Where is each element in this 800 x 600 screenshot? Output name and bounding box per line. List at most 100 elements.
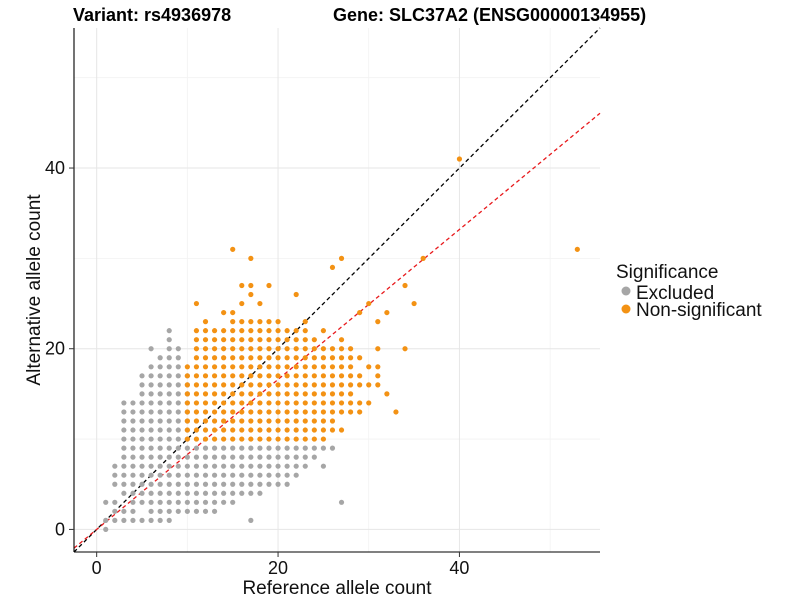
non-significant-point [211,355,218,361]
non-significant-point [348,355,354,361]
non-significant-point [221,337,227,343]
non-significant-point [230,337,236,343]
non-significant-point [257,391,263,397]
non-significant-point [239,418,245,424]
non-significant-point [266,373,272,379]
excluded-point [166,508,172,514]
non-significant-point [348,364,354,370]
non-significant-point [257,373,263,379]
non-significant-point [338,391,345,397]
excluded-point [148,373,154,379]
non-significant-point [320,346,326,352]
non-significant-point [266,436,272,442]
non-significant-point [293,427,299,433]
non-significant-point [320,382,326,388]
non-significant-point [211,373,218,379]
non-significant-point [302,337,308,343]
non-significant-point [311,364,317,370]
excluded-point [266,472,272,478]
non-significant-point [420,255,426,261]
non-significant-point [293,400,299,406]
excluded-point [193,445,200,451]
excluded-point [275,472,281,478]
non-significant-point [193,346,200,352]
non-significant-point [266,337,272,343]
excluded-point [157,373,163,379]
excluded-point [157,364,163,370]
excluded-point [248,481,254,487]
excluded-point [112,472,118,478]
excluded-point [148,490,154,496]
non-significant-point [311,373,317,379]
non-significant-point [193,364,200,370]
excluded-point [202,481,209,487]
excluded-point [121,517,127,523]
non-significant-point [257,346,263,352]
excluded-point [202,490,209,496]
excluded-point [302,463,308,469]
non-significant-point [221,382,227,388]
excluded-point [230,490,236,496]
excluded-point [121,400,127,406]
excluded-point [284,445,290,451]
non-significant-point [338,364,345,370]
non-significant-point [320,400,326,406]
excluded-point [166,346,172,352]
excluded-point [166,337,172,343]
non-significant-point [357,400,363,406]
non-significant-point [230,436,236,442]
non-significant-point [184,382,190,388]
excluded-point [184,499,190,505]
excluded-point [230,481,236,487]
excluded-point [121,418,127,424]
excluded-point [139,436,145,442]
legend-key-non-significant [621,304,631,314]
excluded-point [293,445,299,451]
non-significant-point [375,382,381,388]
non-significant-point [266,355,272,361]
non-significant-point [193,355,200,361]
excluded-point [211,508,218,514]
non-significant-point [348,400,354,406]
y-tick-label: 40 [45,158,65,178]
non-significant-point [284,427,290,433]
excluded-point [112,499,118,505]
excluded-point [148,418,154,424]
non-significant-point [302,436,308,442]
non-significant-point [275,364,281,370]
excluded-point [148,481,154,487]
excluded-point [202,454,209,460]
non-significant-point [302,319,308,325]
excluded-point [130,445,136,451]
excluded-point [121,508,127,514]
non-significant-point [311,409,317,415]
non-significant-point [266,409,272,415]
excluded-point [166,427,172,433]
non-significant-point [230,355,236,361]
non-significant-point [221,309,227,316]
excluded-point [184,490,190,496]
excluded-point [230,463,236,469]
non-significant-point [284,409,290,415]
non-significant-point [275,337,281,343]
non-significant-point [266,364,272,370]
non-significant-point [221,373,227,379]
excluded-point [166,499,172,505]
excluded-point [211,490,218,496]
non-significant-point [211,436,218,442]
excluded-point [139,481,145,487]
excluded-point [221,463,227,469]
excluded-point [239,454,245,460]
excluded-point [221,499,227,505]
non-significant-point [338,346,345,352]
non-significant-point [266,282,272,289]
non-significant-point [275,319,281,325]
non-significant-point [266,427,272,433]
non-significant-point [338,427,345,433]
non-significant-point [302,409,308,415]
excluded-point [184,508,190,514]
non-significant-point [302,355,308,361]
excluded-point [103,526,109,533]
excluded-point [248,472,254,478]
excluded-point [166,328,172,334]
